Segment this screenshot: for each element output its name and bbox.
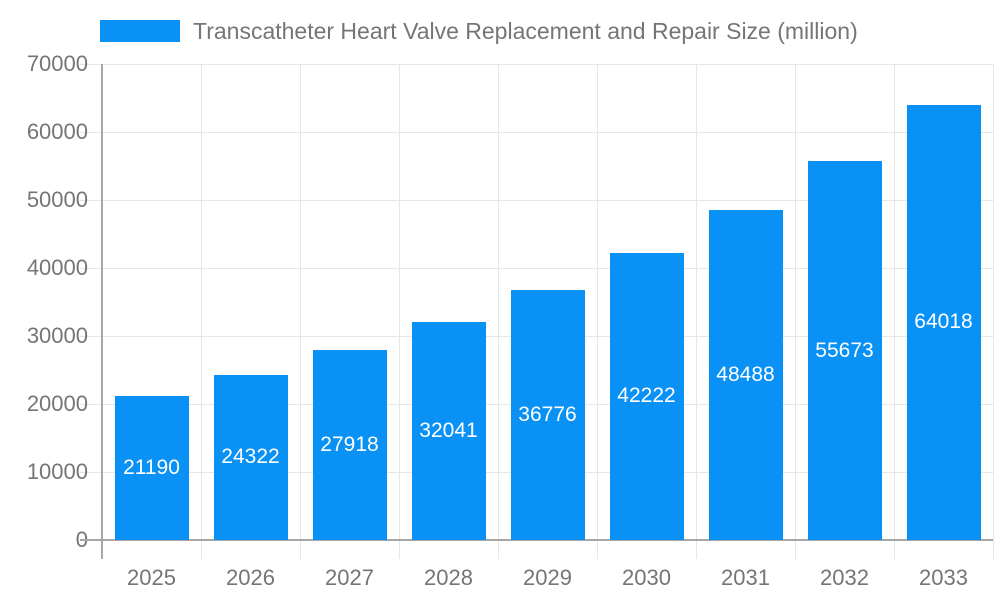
y-axis-tick-label: 70000 [26, 51, 88, 76]
bar-2025[interactable] [114, 395, 189, 540]
x-gridline [398, 64, 400, 559]
x-gridline [992, 64, 994, 559]
y-axis-tick-label: 0 [75, 527, 88, 552]
legend-label: Transcatheter Heart Valve Replacement an… [193, 17, 858, 44]
x-gridline [893, 64, 895, 559]
y-axis-tick-label: 40000 [26, 255, 88, 280]
y-axis-tick-label: 10000 [26, 459, 88, 484]
y-gridline [80, 267, 993, 269]
bar-2028[interactable] [411, 322, 486, 540]
x-gridline [497, 64, 499, 559]
bar-2032[interactable] [807, 161, 882, 540]
x-axis-tick-label: 2033 [919, 565, 968, 590]
y-axis-tick-label: 60000 [26, 119, 88, 144]
legend-item[interactable]: Transcatheter Heart Valve Replacement an… [100, 16, 858, 46]
legend-swatch [100, 20, 180, 42]
bar-2026[interactable] [213, 374, 288, 540]
x-axis-tick-label: 2028 [424, 565, 473, 590]
x-axis-tick-label: 2026 [226, 565, 275, 590]
x-axis-tick-label: 2031 [721, 565, 770, 590]
x-axis-tick-label: 2030 [622, 565, 671, 590]
bar-value-label: 21190 [123, 455, 180, 479]
bar-value-label: 32041 [419, 419, 478, 443]
x-gridline [299, 64, 301, 559]
bar-2030[interactable] [609, 252, 684, 540]
x-axis-tick-label: 2032 [820, 565, 869, 590]
bar-2031[interactable] [708, 210, 783, 540]
y-gridline [80, 131, 993, 133]
x-gridline [695, 64, 697, 559]
bar-value-label: 48488 [716, 363, 775, 387]
y-gridline [80, 63, 993, 65]
bar-value-label: 55673 [815, 338, 874, 362]
bar-value-label: 42222 [617, 384, 676, 408]
x-axis-tick-label: 2029 [523, 565, 572, 590]
x-gridline [794, 64, 796, 559]
x-axis-tick-label: 2027 [325, 565, 374, 590]
bar-2033[interactable] [906, 104, 981, 540]
x-gridline [596, 64, 598, 559]
y-axis-tick-label: 20000 [26, 391, 88, 416]
bar-value-label: 24322 [221, 445, 280, 469]
x-gridline [200, 64, 202, 559]
x-axis-line [80, 539, 993, 541]
bar-value-label: 36776 [518, 402, 577, 426]
bar-value-label: 64018 [914, 310, 973, 334]
y-axis-tick-label: 50000 [26, 187, 88, 212]
bar-2027[interactable] [312, 350, 387, 540]
y-gridline [80, 199, 993, 201]
bar-value-label: 27918 [320, 433, 379, 457]
y-axis-tick-label: 30000 [26, 323, 88, 348]
x-axis-tick-label: 2025 [127, 565, 176, 590]
y-axis-line [101, 64, 103, 559]
bar-2029[interactable] [510, 289, 585, 540]
